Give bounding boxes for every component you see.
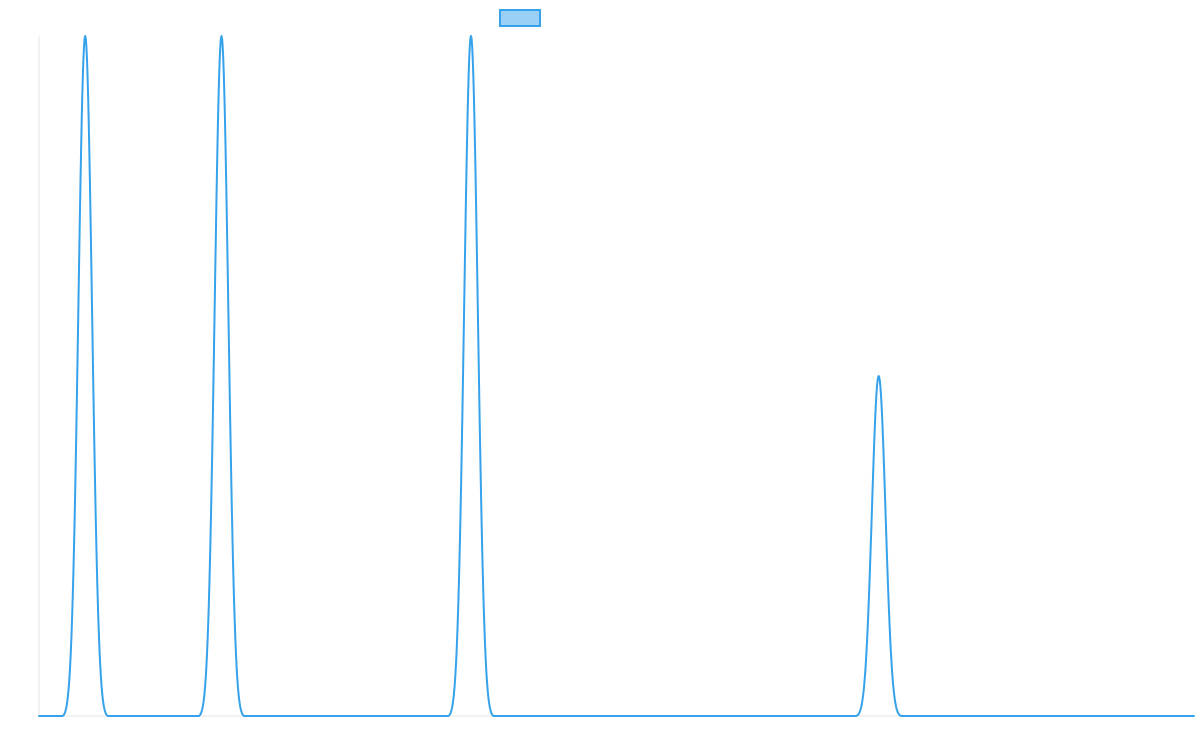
legend-swatch[interactable] [499, 9, 541, 27]
series-line-0[interactable] [38, 35, 1195, 717]
series-layer [38, 35, 1195, 717]
legend[interactable] [499, 9, 541, 27]
